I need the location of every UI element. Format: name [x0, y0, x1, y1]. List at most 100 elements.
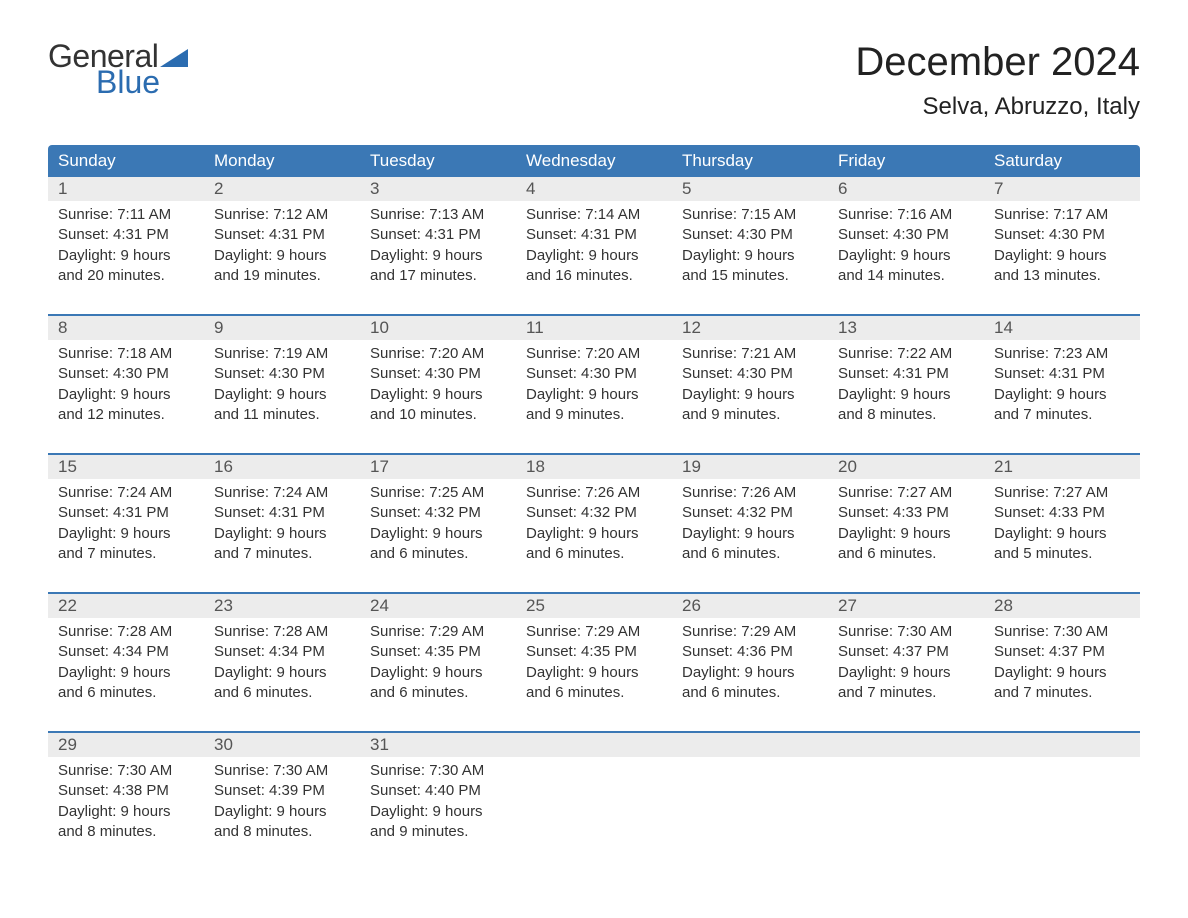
- day-cell: Sunrise: 7:14 AMSunset: 4:31 PMDaylight:…: [516, 201, 672, 314]
- daylight-text-1: Daylight: 9 hours: [58, 246, 194, 266]
- sunset-text: Sunset: 4:30 PM: [370, 364, 506, 384]
- daylight-text-2: and 6 minutes.: [682, 544, 818, 564]
- daylight-text-1: Daylight: 9 hours: [58, 802, 194, 822]
- day-cell: Sunrise: 7:28 AMSunset: 4:34 PMDaylight:…: [204, 618, 360, 731]
- day-cell-empty: [984, 757, 1140, 870]
- daylight-text-2: and 9 minutes.: [370, 822, 506, 842]
- day-cell: Sunrise: 7:16 AMSunset: 4:30 PMDaylight:…: [828, 201, 984, 314]
- daylight-text-1: Daylight: 9 hours: [370, 802, 506, 822]
- day-cell-empty: [516, 757, 672, 870]
- day-cell: Sunrise: 7:18 AMSunset: 4:30 PMDaylight:…: [48, 340, 204, 453]
- day-number: 2: [204, 177, 360, 201]
- sunrise-text: Sunrise: 7:30 AM: [838, 622, 974, 642]
- sunrise-text: Sunrise: 7:30 AM: [370, 761, 506, 781]
- daylight-text-2: and 7 minutes.: [994, 405, 1130, 425]
- day-header-monday: Monday: [204, 145, 360, 177]
- sunrise-text: Sunrise: 7:26 AM: [682, 483, 818, 503]
- day-number: 3: [360, 177, 516, 201]
- daylight-text-1: Daylight: 9 hours: [526, 246, 662, 266]
- sunset-text: Sunset: 4:31 PM: [214, 225, 350, 245]
- sunset-text: Sunset: 4:37 PM: [994, 642, 1130, 662]
- day-cell: Sunrise: 7:12 AMSunset: 4:31 PMDaylight:…: [204, 201, 360, 314]
- daylight-text-2: and 8 minutes.: [214, 822, 350, 842]
- day-number: 25: [516, 594, 672, 618]
- sunrise-text: Sunrise: 7:30 AM: [214, 761, 350, 781]
- sunrise-text: Sunrise: 7:23 AM: [994, 344, 1130, 364]
- day-header-wednesday: Wednesday: [516, 145, 672, 177]
- daylight-text-1: Daylight: 9 hours: [994, 385, 1130, 405]
- sunrise-text: Sunrise: 7:20 AM: [526, 344, 662, 364]
- logo-triangle-icon: [160, 47, 188, 67]
- day-number: 11: [516, 316, 672, 340]
- day-number: 12: [672, 316, 828, 340]
- sunrise-text: Sunrise: 7:11 AM: [58, 205, 194, 225]
- day-header-row: Sunday Monday Tuesday Wednesday Thursday…: [48, 145, 1140, 177]
- day-cell: Sunrise: 7:20 AMSunset: 4:30 PMDaylight:…: [360, 340, 516, 453]
- day-number: 24: [360, 594, 516, 618]
- day-number: 30: [204, 733, 360, 757]
- daylight-text-1: Daylight: 9 hours: [214, 246, 350, 266]
- week-daynum-row: 15161718192021: [48, 453, 1140, 479]
- week-daynum-row: 293031: [48, 731, 1140, 757]
- day-number: 19: [672, 455, 828, 479]
- daylight-text-2: and 11 minutes.: [214, 405, 350, 425]
- day-number: 29: [48, 733, 204, 757]
- daylight-text-2: and 16 minutes.: [526, 266, 662, 286]
- sunrise-text: Sunrise: 7:15 AM: [682, 205, 818, 225]
- daylight-text-2: and 5 minutes.: [994, 544, 1130, 564]
- week-content-row: Sunrise: 7:30 AMSunset: 4:38 PMDaylight:…: [48, 757, 1140, 870]
- daylight-text-2: and 9 minutes.: [526, 405, 662, 425]
- daylight-text-2: and 6 minutes.: [58, 683, 194, 703]
- daylight-text-2: and 8 minutes.: [58, 822, 194, 842]
- day-cell: Sunrise: 7:24 AMSunset: 4:31 PMDaylight:…: [48, 479, 204, 592]
- day-number: 10: [360, 316, 516, 340]
- day-number: 16: [204, 455, 360, 479]
- day-number: 9: [204, 316, 360, 340]
- sunset-text: Sunset: 4:34 PM: [214, 642, 350, 662]
- day-number: 20: [828, 455, 984, 479]
- day-number: 21: [984, 455, 1140, 479]
- daylight-text-1: Daylight: 9 hours: [526, 663, 662, 683]
- day-number: 13: [828, 316, 984, 340]
- day-number: 14: [984, 316, 1140, 340]
- sunset-text: Sunset: 4:31 PM: [838, 364, 974, 384]
- sunset-text: Sunset: 4:32 PM: [526, 503, 662, 523]
- sunset-text: Sunset: 4:30 PM: [682, 225, 818, 245]
- week-daynum-row: 22232425262728: [48, 592, 1140, 618]
- day-cell: Sunrise: 7:30 AMSunset: 4:39 PMDaylight:…: [204, 757, 360, 870]
- sunset-text: Sunset: 4:35 PM: [526, 642, 662, 662]
- sunrise-text: Sunrise: 7:19 AM: [214, 344, 350, 364]
- day-cell: Sunrise: 7:25 AMSunset: 4:32 PMDaylight:…: [360, 479, 516, 592]
- daylight-text-2: and 6 minutes.: [838, 544, 974, 564]
- day-number: 6: [828, 177, 984, 201]
- sunrise-text: Sunrise: 7:14 AM: [526, 205, 662, 225]
- sunset-text: Sunset: 4:37 PM: [838, 642, 974, 662]
- daylight-text-1: Daylight: 9 hours: [58, 663, 194, 683]
- daylight-text-2: and 12 minutes.: [58, 405, 194, 425]
- daylight-text-1: Daylight: 9 hours: [682, 246, 818, 266]
- day-cell: Sunrise: 7:11 AMSunset: 4:31 PMDaylight:…: [48, 201, 204, 314]
- daylight-text-1: Daylight: 9 hours: [994, 524, 1130, 544]
- sunset-text: Sunset: 4:31 PM: [214, 503, 350, 523]
- daylight-text-2: and 6 minutes.: [682, 683, 818, 703]
- day-cell: Sunrise: 7:27 AMSunset: 4:33 PMDaylight:…: [984, 479, 1140, 592]
- day-number: 31: [360, 733, 516, 757]
- daylight-text-2: and 7 minutes.: [994, 683, 1130, 703]
- day-cell: Sunrise: 7:30 AMSunset: 4:38 PMDaylight:…: [48, 757, 204, 870]
- day-cell-empty: [672, 757, 828, 870]
- daylight-text-2: and 6 minutes.: [370, 544, 506, 564]
- daylight-text-2: and 9 minutes.: [682, 405, 818, 425]
- daylight-text-1: Daylight: 9 hours: [838, 385, 974, 405]
- daylight-text-2: and 7 minutes.: [58, 544, 194, 564]
- day-header-thursday: Thursday: [672, 145, 828, 177]
- daylight-text-1: Daylight: 9 hours: [370, 385, 506, 405]
- sunset-text: Sunset: 4:31 PM: [58, 225, 194, 245]
- sunset-text: Sunset: 4:34 PM: [58, 642, 194, 662]
- day-header-sunday: Sunday: [48, 145, 204, 177]
- sunrise-text: Sunrise: 7:25 AM: [370, 483, 506, 503]
- day-cell: Sunrise: 7:19 AMSunset: 4:30 PMDaylight:…: [204, 340, 360, 453]
- daylight-text-2: and 17 minutes.: [370, 266, 506, 286]
- daylight-text-1: Daylight: 9 hours: [370, 524, 506, 544]
- sunset-text: Sunset: 4:31 PM: [58, 503, 194, 523]
- daylight-text-1: Daylight: 9 hours: [526, 385, 662, 405]
